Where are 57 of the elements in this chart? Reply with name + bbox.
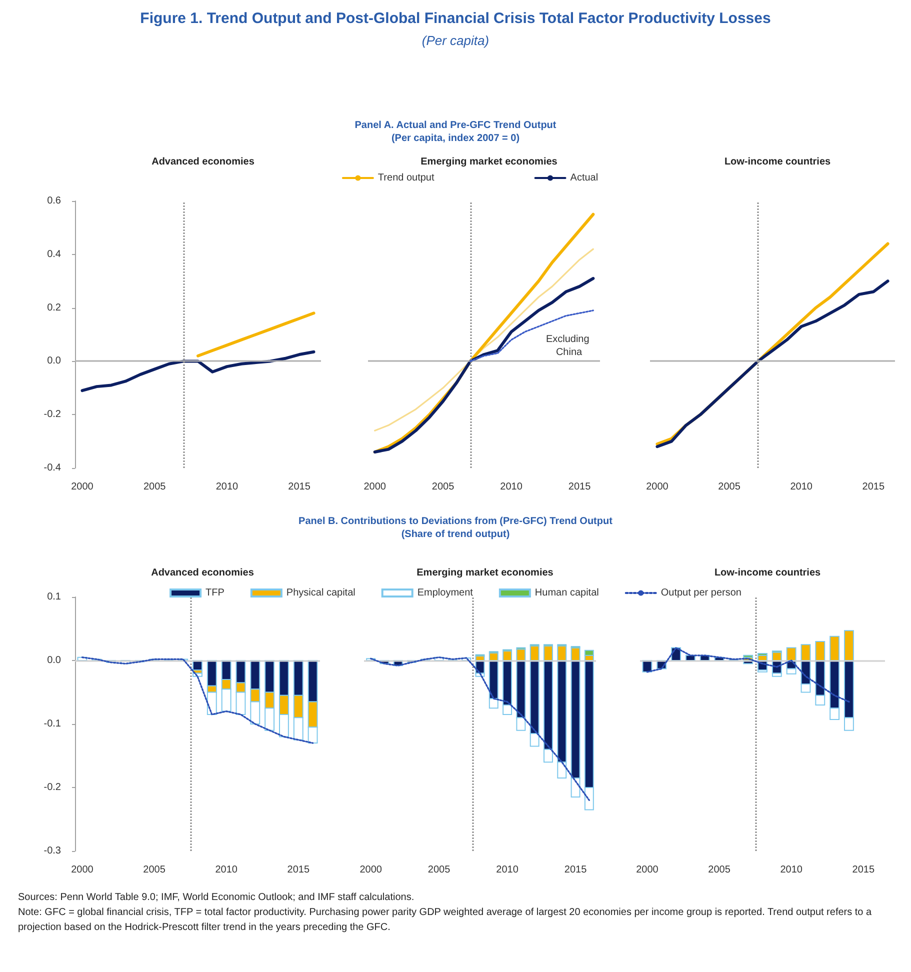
annotation: Excluding China — [546, 334, 592, 358]
x-tick-label: 2005 — [708, 864, 731, 876]
x-tick-label: 2005 — [143, 864, 166, 876]
legend-label: Actual — [570, 172, 598, 184]
y-tick-label: -0.4 — [44, 462, 62, 474]
x-tick-label: 2005 — [143, 482, 166, 492]
x-tick-label: 2005 — [428, 864, 451, 876]
text: Panel B. Contributions to Deviations from (Pre-GFC) Trend Output — [298, 516, 614, 527]
legend-label: Employment — [417, 588, 474, 598]
text: (Share of trend output) — [400, 529, 511, 540]
legend-label: Output per person — [660, 588, 742, 598]
x-tick-label: 2010 — [790, 482, 813, 492]
source-note: Sources: Penn World Table 9.0; IMF, World Economic Outlook; and IMF staff calculations. — [18, 891, 416, 905]
x-tick-label: 2005 — [718, 482, 741, 492]
chart-title: Emerging market economies — [416, 568, 554, 578]
x-tick-label: 2010 — [215, 864, 238, 876]
x-tick-label: 2015 — [568, 482, 592, 492]
text: Note: GFC = global financial crisis, TFP = total factor productivity. Purchasing power parity GDP weighted average of largest 20 economies per income group is reported. Trend output refers to a projection based on the Hodrick-Prescott filter trend in the years preceding the GFC. — [18, 906, 873, 935]
x-tick-label: 2015 — [862, 482, 885, 492]
x-tick-label: 2000 — [71, 864, 94, 876]
x-tick-label: 2000 — [360, 864, 382, 876]
y-tick-label: -0.1 — [44, 718, 62, 730]
legend-label: Human capital — [534, 588, 599, 598]
x-tick-label: 2010 — [500, 482, 523, 492]
y-tick-label: 0.2 — [47, 302, 62, 314]
y-tick-label: 0.0 — [47, 655, 62, 666]
x-tick-label: 2015 — [287, 864, 310, 876]
text: (Per capita, index 2007 = 0) — [390, 133, 521, 144]
x-tick-label: 2000 — [646, 482, 669, 492]
text: Panel A. Actual and Pre-GFC Trend Output — [354, 120, 558, 131]
chart-title: Advanced economies — [151, 568, 254, 578]
y-tick-label: 0.0 — [47, 356, 62, 367]
y-tick-label: 0.6 — [47, 196, 62, 206]
legend-label: Physical capital — [286, 588, 356, 598]
text: (Per capita) — [420, 33, 490, 48]
legend-label: TFP — [206, 588, 225, 598]
text: Figure 1. Trend Output and Post-Global Financial Crisis Total Factor Productivity Losses — [139, 10, 772, 27]
y-tick-label: -0.2 — [44, 409, 62, 420]
chart-title: Advanced economies — [152, 156, 255, 168]
chart-title: Emerging market economies — [420, 156, 558, 168]
y-tick-label: -0.2 — [44, 782, 62, 793]
x-tick-label: 2010 — [216, 482, 238, 492]
x-tick-label: 2010 — [780, 864, 803, 876]
chart-title: Low-income countries — [724, 156, 831, 168]
x-tick-label: 2010 — [496, 864, 519, 876]
x-tick-label: 2000 — [636, 864, 659, 876]
x-tick-label: 2005 — [432, 482, 455, 492]
x-tick-label: 2015 — [288, 482, 311, 492]
y-tick-label: -0.3 — [44, 846, 62, 856]
x-tick-label: 2000 — [71, 482, 94, 492]
x-tick-label: 2015 — [564, 864, 588, 876]
chart-title: Low-income countries — [714, 568, 821, 578]
x-tick-label: 2015 — [852, 864, 875, 876]
x-tick-label: 2000 — [364, 482, 386, 492]
y-tick-label: 0.4 — [47, 248, 62, 260]
legend-label: Trend output — [378, 172, 434, 184]
y-tick-label: 0.1 — [47, 592, 62, 602]
